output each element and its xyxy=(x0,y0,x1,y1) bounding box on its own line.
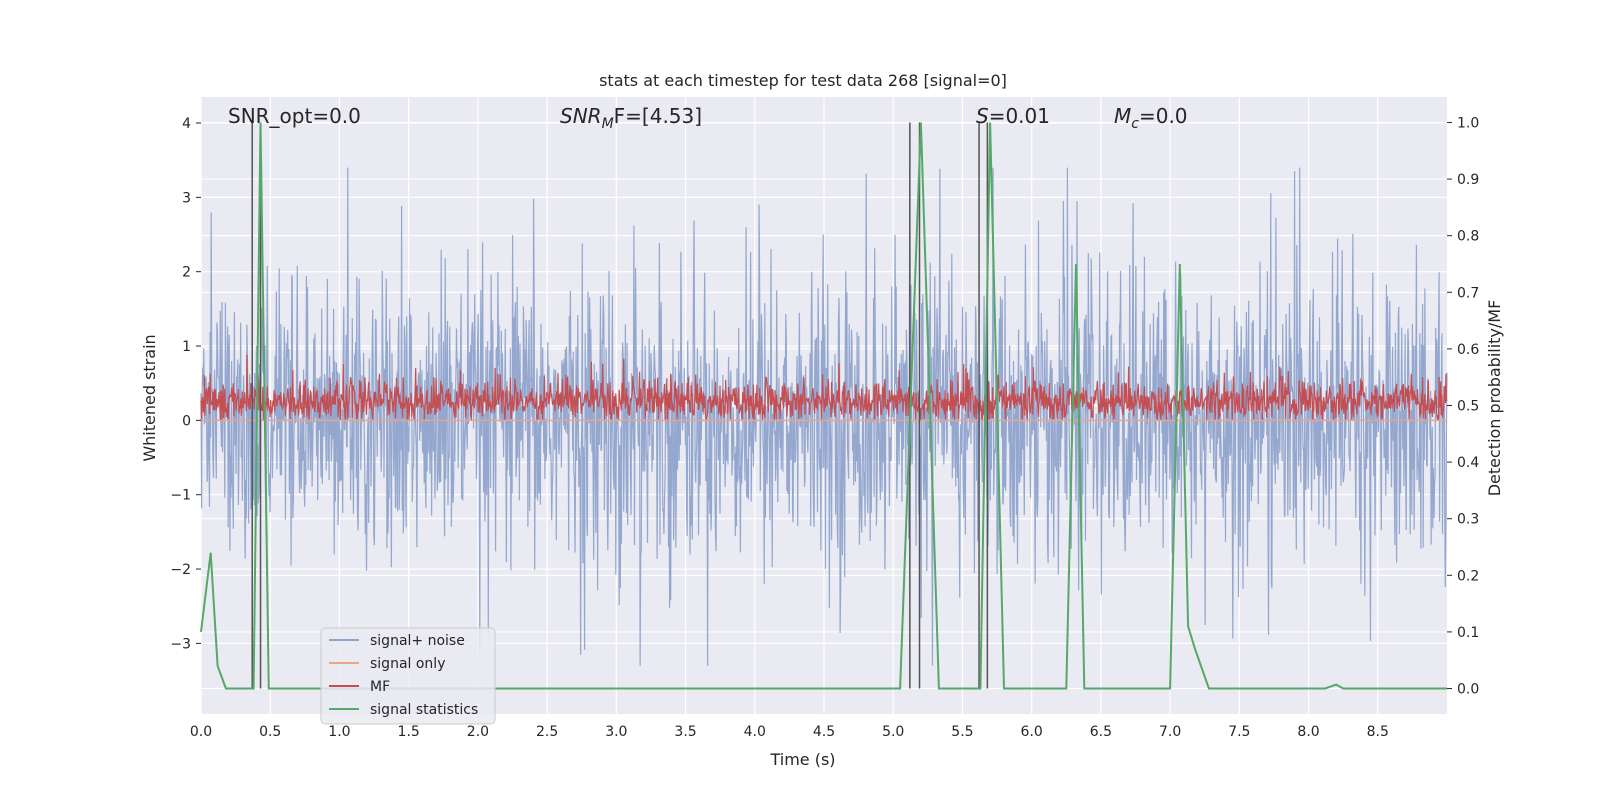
x-tick-label: 7.5 xyxy=(1228,724,1250,740)
x-tick-label: 6.0 xyxy=(1021,724,1043,740)
snr-mf-sub: M xyxy=(602,116,614,132)
y2-tick-label: 1.0 xyxy=(1457,115,1479,131)
y2-tick-label: 0.6 xyxy=(1457,342,1479,358)
y-tick-label: 1 xyxy=(182,339,191,355)
marker-lines xyxy=(251,122,989,689)
mc-main: M xyxy=(1114,104,1131,128)
x-tick-label: 4.5 xyxy=(813,724,835,740)
snr-mf-after: F=[4.53] xyxy=(614,104,702,128)
x-tick-label: 5.0 xyxy=(882,724,904,740)
x-tick-label: 5.5 xyxy=(951,724,973,740)
x-axis-label: Time (s) xyxy=(769,750,835,769)
y-tick-label: 4 xyxy=(182,116,191,132)
y2-tick-label: 0.0 xyxy=(1457,682,1479,698)
legend-box xyxy=(320,627,496,725)
y-tick-label: −3 xyxy=(170,636,191,652)
x-tick-label: 4.0 xyxy=(744,724,766,740)
legend-label-signal-only: signal only xyxy=(370,656,445,672)
y2-tick-label: 0.9 xyxy=(1457,172,1479,188)
mf-series xyxy=(200,354,1448,422)
x-tick-label: 1.5 xyxy=(398,724,420,740)
y2-tick-label: 0.8 xyxy=(1457,229,1479,245)
x-tick-label: 3.0 xyxy=(605,724,627,740)
x-tick-label: 8.5 xyxy=(1367,724,1389,740)
y2-tick-label: 0.7 xyxy=(1457,285,1479,301)
y-tick-label: −2 xyxy=(170,562,191,578)
y-tick-label: 3 xyxy=(182,190,191,206)
mc-sub: c xyxy=(1131,116,1139,132)
mc-after: =0.0 xyxy=(1139,104,1188,128)
mf-line xyxy=(200,354,1448,422)
legend: signal+ noise signal only MF signal stat… xyxy=(320,627,496,725)
x-tick-label: 0.5 xyxy=(259,724,281,740)
x-tick-label: 7.0 xyxy=(1159,724,1181,740)
y-axis-label: Whitened strain xyxy=(140,334,159,461)
y2-tick-label: 0.5 xyxy=(1457,399,1479,415)
x-tick-label: 1.0 xyxy=(328,724,350,740)
x-tick-label: 0.0 xyxy=(190,724,212,740)
snr-opt-annotation: SNR_opt=0.0 xyxy=(228,104,361,128)
chart-title: stats at each timestep for test data 268… xyxy=(599,71,1007,90)
x-tick-label: 8.0 xyxy=(1297,724,1319,740)
y2-tick-label: 0.2 xyxy=(1457,568,1479,584)
y2-tick-label: 0.4 xyxy=(1457,455,1479,471)
y2-tick-label: 0.1 xyxy=(1457,625,1479,641)
legend-label-signal-noise: signal+ noise xyxy=(370,633,465,649)
signal-statistics-series xyxy=(200,122,1447,690)
x-tick-label: 2.5 xyxy=(536,724,558,740)
legend-label-mf: MF xyxy=(370,679,390,695)
legend-label-signal-statistics: signal statistics xyxy=(370,702,478,718)
snr-mf-main: SNR xyxy=(560,104,602,128)
y-tick-label: 0 xyxy=(182,413,191,429)
x-tick-label: 2.0 xyxy=(467,724,489,740)
s-main: S xyxy=(976,104,989,128)
y2-tick-label: 0.3 xyxy=(1457,512,1479,528)
y-tick-label: 2 xyxy=(182,265,191,281)
y2-axis-label: Detection probability/MF xyxy=(1485,300,1504,497)
mc-annotation: Mc=0.0 xyxy=(1114,104,1188,132)
s-after: =0.01 xyxy=(989,104,1050,128)
x-tick-label: 6.5 xyxy=(1090,724,1112,740)
y-tick-label: −1 xyxy=(170,488,191,504)
s-annotation: S=0.01 xyxy=(976,104,1050,128)
signal-statistics-line xyxy=(200,122,1447,690)
snr-mf-annotation: SNRMF=[4.53] xyxy=(560,104,702,132)
ticks: 0.0 0.5 1.0 1.5 2.0 2.5 3.0 3.5 4.0 4.5 5.0 5.5 6.0 6… xyxy=(170,115,1479,740)
x-tick-label: 3.5 xyxy=(674,724,696,740)
